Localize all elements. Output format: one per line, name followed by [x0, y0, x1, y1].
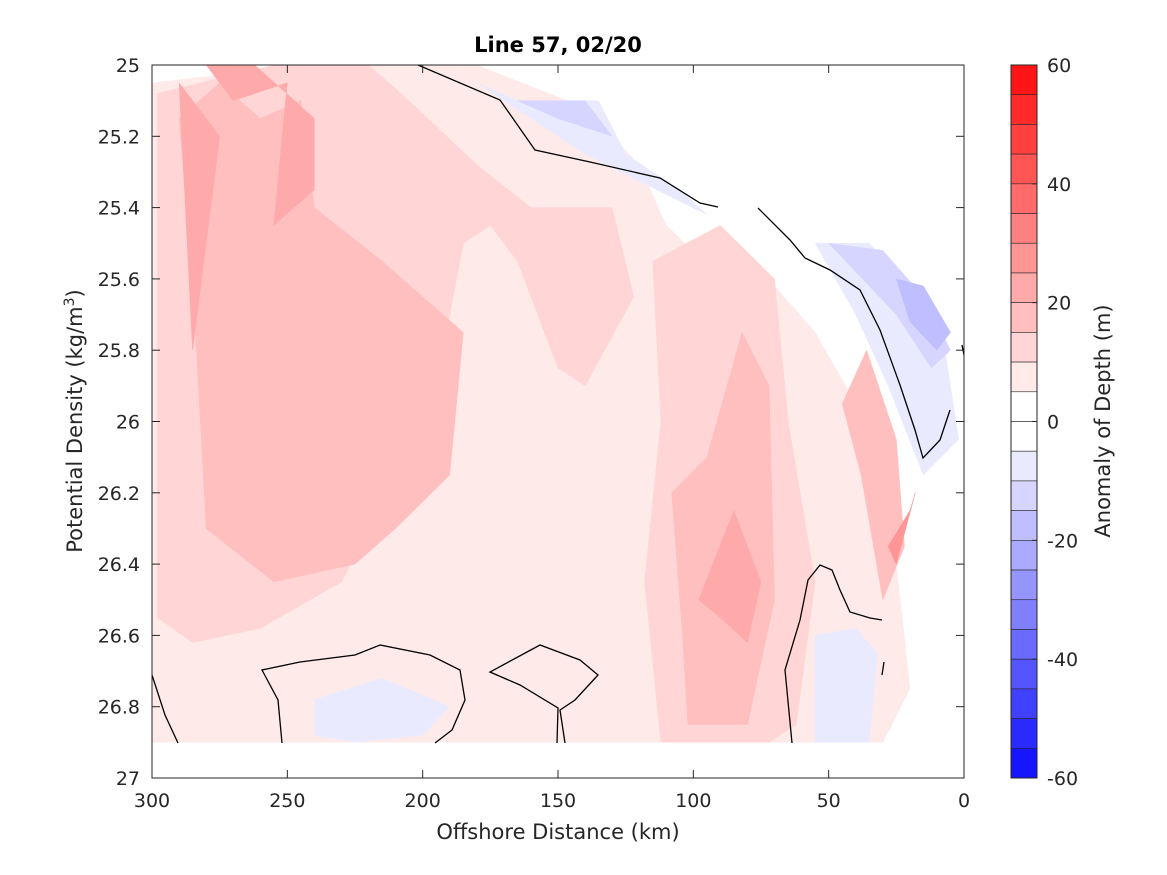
colorbar-tick-label: -60: [1047, 768, 1078, 790]
colorbar-segment: [1010, 569, 1038, 601]
x-tick-label: 150: [540, 790, 576, 812]
colorbar-segment: [1010, 242, 1038, 274]
x-tick-label: 200: [405, 790, 441, 812]
contour-region: [895, 278, 951, 351]
contour-region: [814, 628, 878, 743]
colorbar-segment: [1010, 183, 1038, 214]
contour-region: [173, 65, 315, 227]
colorbar-label: Anomaly of Depth (m): [1091, 304, 1115, 537]
y-tick-label: 26.2: [98, 483, 140, 505]
x-axis-label: Offshore Distance (km): [436, 820, 679, 844]
y-tick-label: 26.6: [98, 625, 140, 647]
colorbar-tick-label: 0: [1047, 412, 1059, 434]
zero-contour-line: [784, 564, 883, 744]
zero-contour-lines: [152, 65, 964, 744]
y-tick-label: 25: [116, 55, 140, 77]
contour-region: [517, 100, 613, 137]
y-tick-label: 27: [116, 768, 140, 790]
contour-region: [178, 82, 220, 351]
contour-region: [178, 82, 464, 583]
colorbar-segment: [1010, 64, 1038, 96]
contour-region: [314, 677, 451, 743]
y-tick-label: 25.8: [98, 340, 140, 362]
y-tick-label: 25.2: [98, 126, 140, 148]
y-tick-label: 26.4: [98, 554, 140, 576]
colorbar-segment: [1010, 421, 1038, 452]
colorbar-segment: [1010, 599, 1038, 630]
x-tick-label: 250: [269, 790, 305, 812]
colorbar-segment: [1010, 450, 1038, 482]
contour-region: [887, 492, 916, 565]
y-tick-label: 25.4: [98, 198, 140, 220]
zero-contour-line: [488, 644, 599, 744]
colorbar-segment: [1010, 540, 1038, 571]
contour-fills: [152, 65, 959, 743]
zero-contour-line: [881, 661, 885, 676]
y-tick-label: 26: [116, 412, 140, 434]
colorbar-tick-label: 60: [1047, 55, 1071, 77]
colorbar-tick-label: 20: [1047, 293, 1071, 315]
y-axis-label-superscript: 3: [62, 297, 78, 306]
zero-contour-line: [757, 207, 951, 460]
x-tick-label: 0: [958, 790, 970, 812]
contour-region: [698, 509, 762, 643]
colorbar-segment: [1010, 94, 1038, 125]
colorbar-segment: [1010, 153, 1038, 185]
colorbar-segment: [1010, 688, 1038, 719]
contour-region: [841, 349, 905, 601]
colorbar-segment: [1010, 361, 1038, 393]
zero-contour-line: [417, 65, 719, 208]
zero-contour-line: [261, 644, 466, 744]
colorbar-tick-label: -40: [1047, 649, 1078, 671]
chart-title: Line 57, 02/20: [474, 33, 642, 57]
colorbar-segment: [1010, 629, 1038, 660]
colorbar-segment: [1010, 124, 1038, 155]
y-axis-label-main: Potential Density (kg/m: [63, 306, 87, 552]
colorbar-tick-label: 40: [1047, 174, 1071, 196]
colorbar-segment: [1010, 302, 1038, 333]
y-tick-label: 25.6: [98, 269, 140, 291]
contour-region: [828, 242, 951, 369]
x-tick-label: 50: [817, 790, 841, 812]
colorbar-tick-label: -20: [1047, 530, 1078, 552]
colorbar-segment: [1010, 510, 1038, 541]
colorbar-segment: [1010, 718, 1038, 749]
y-axis: 25 25.2 25.4 25.6 25.8 26 26.2 26.4 26.6 26.8 27: [98, 55, 964, 790]
x-tick-label: 300: [134, 790, 170, 812]
x-axis: 300 250 200 150 100 50 0: [134, 65, 970, 812]
colorbar-segment: [1010, 391, 1038, 422]
colorbar-ticks: 60 40 20 0 -20 -40 -60: [1032, 55, 1078, 790]
y-axis-label-close: ): [63, 289, 87, 297]
y-tick-label: 26.8: [98, 697, 140, 719]
colorbar: [1010, 64, 1038, 779]
x-tick-label: 100: [675, 790, 711, 812]
colorbar-segment: [1010, 332, 1038, 363]
zero-contour-line: [152, 674, 179, 744]
colorbar-segment: [1010, 213, 1038, 244]
colorbar-segment: [1010, 480, 1038, 511]
y-axis-label: Potential Density (kg/m3): [62, 289, 87, 553]
colorbar-segment: [1010, 658, 1038, 690]
colorbar-segment: [1010, 272, 1038, 303]
colorbar-segment: [1010, 747, 1038, 779]
